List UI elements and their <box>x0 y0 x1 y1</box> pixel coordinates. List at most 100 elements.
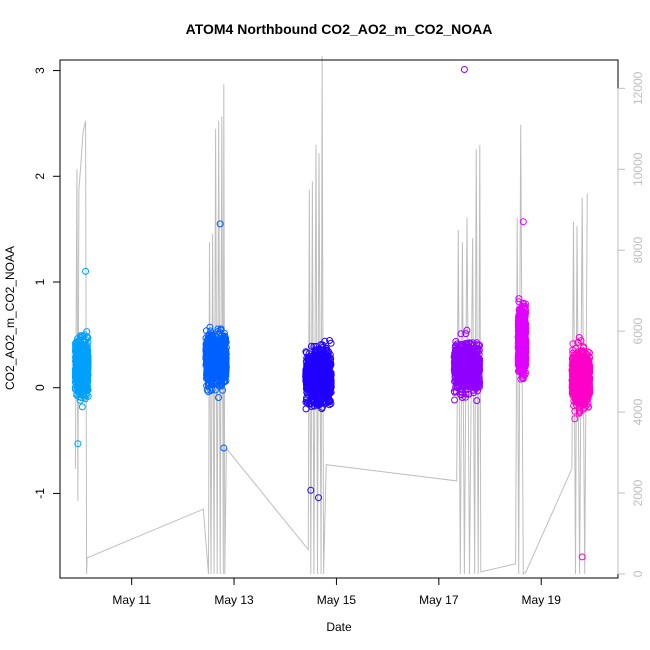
data-point <box>465 347 473 355</box>
data-point <box>72 348 80 356</box>
data-point <box>319 351 327 359</box>
data-point <box>451 396 458 404</box>
data-point <box>311 386 319 394</box>
data-point <box>305 360 313 368</box>
data-point <box>214 356 221 364</box>
x-axis-label: Date <box>326 620 352 634</box>
data-point <box>312 362 319 370</box>
data-point <box>516 359 523 367</box>
data-point <box>303 396 310 404</box>
data-point <box>310 343 318 350</box>
secondary-y-tick-label: 8000 <box>631 237 645 264</box>
secondary-y-tick-label: 10000 <box>631 152 645 186</box>
data-point-outlier <box>74 440 82 448</box>
data-point <box>77 394 85 402</box>
series-2 <box>202 220 230 452</box>
data-point <box>204 382 212 389</box>
data-point <box>577 359 585 367</box>
data-point <box>222 364 230 372</box>
data-point <box>219 345 227 353</box>
data-point <box>475 357 483 365</box>
data-point <box>452 338 460 345</box>
data-point <box>457 359 465 367</box>
data-point <box>517 323 525 331</box>
data-point-outlier <box>216 220 224 228</box>
data-point <box>313 380 321 388</box>
secondary-y-tick-label: 2000 <box>631 479 645 506</box>
data-point-outlier <box>82 267 90 275</box>
x-tick-label: May 19 <box>522 593 562 607</box>
data-point <box>581 404 589 412</box>
data-point <box>208 386 216 394</box>
data-point <box>516 332 524 340</box>
data-point <box>211 386 219 394</box>
data-point <box>463 341 471 349</box>
y-tick-label: 1 <box>33 278 47 285</box>
data-point <box>459 366 467 374</box>
data-point <box>462 330 470 338</box>
data-point <box>586 354 594 362</box>
data-point <box>451 369 459 377</box>
series-6 <box>568 334 594 561</box>
data-point <box>521 311 529 319</box>
data-point <box>584 370 592 378</box>
series-4 <box>450 66 484 405</box>
data-point-outlier <box>220 444 228 452</box>
data-point <box>575 334 583 341</box>
data-point <box>467 370 475 378</box>
data-point <box>323 391 331 399</box>
data-point <box>452 388 460 396</box>
data-point <box>315 392 323 400</box>
data-point <box>202 361 210 369</box>
data-point <box>221 357 229 365</box>
data-point <box>473 379 481 387</box>
data-point <box>473 397 481 405</box>
data-point <box>515 298 523 306</box>
data-point <box>515 348 523 356</box>
data-point <box>202 340 210 348</box>
data-point <box>303 375 311 383</box>
data-point <box>218 338 226 346</box>
data-point <box>215 394 222 401</box>
data-point <box>303 384 311 392</box>
data-point <box>205 373 213 380</box>
data-point <box>522 306 530 314</box>
data-point <box>575 407 583 415</box>
data-point <box>80 342 88 350</box>
data-point <box>577 398 585 406</box>
data-point <box>72 353 80 361</box>
data-point-outlier <box>315 494 322 502</box>
y-tick-label: 3 <box>33 67 47 74</box>
data-point <box>312 362 320 370</box>
data-point <box>73 338 80 346</box>
data-point <box>84 392 92 400</box>
data-point <box>81 354 89 362</box>
data-point <box>219 347 227 355</box>
data-point <box>475 379 483 387</box>
data-point <box>83 328 91 336</box>
data-point <box>573 370 581 378</box>
data-point <box>471 351 479 359</box>
x-tick-label: May 11 <box>112 593 151 607</box>
data-point <box>574 339 582 347</box>
data-point <box>326 382 334 390</box>
data-point <box>320 387 328 395</box>
data-point <box>312 400 320 408</box>
data-point <box>454 377 462 385</box>
x-tick-label: May 13 <box>214 593 254 607</box>
data-point <box>521 371 529 379</box>
data-point-outlier <box>307 486 315 494</box>
series-3 <box>302 337 335 502</box>
data-point <box>79 387 87 395</box>
data-point <box>214 325 222 333</box>
data-point <box>455 352 463 360</box>
data-point <box>321 337 329 345</box>
data-point <box>573 363 581 371</box>
data-point <box>307 342 315 350</box>
data-point-outlier <box>519 218 527 226</box>
data-point <box>317 374 325 381</box>
data-point <box>319 371 327 379</box>
data-point <box>215 368 223 375</box>
data-point <box>212 348 220 356</box>
data-point <box>579 347 587 355</box>
